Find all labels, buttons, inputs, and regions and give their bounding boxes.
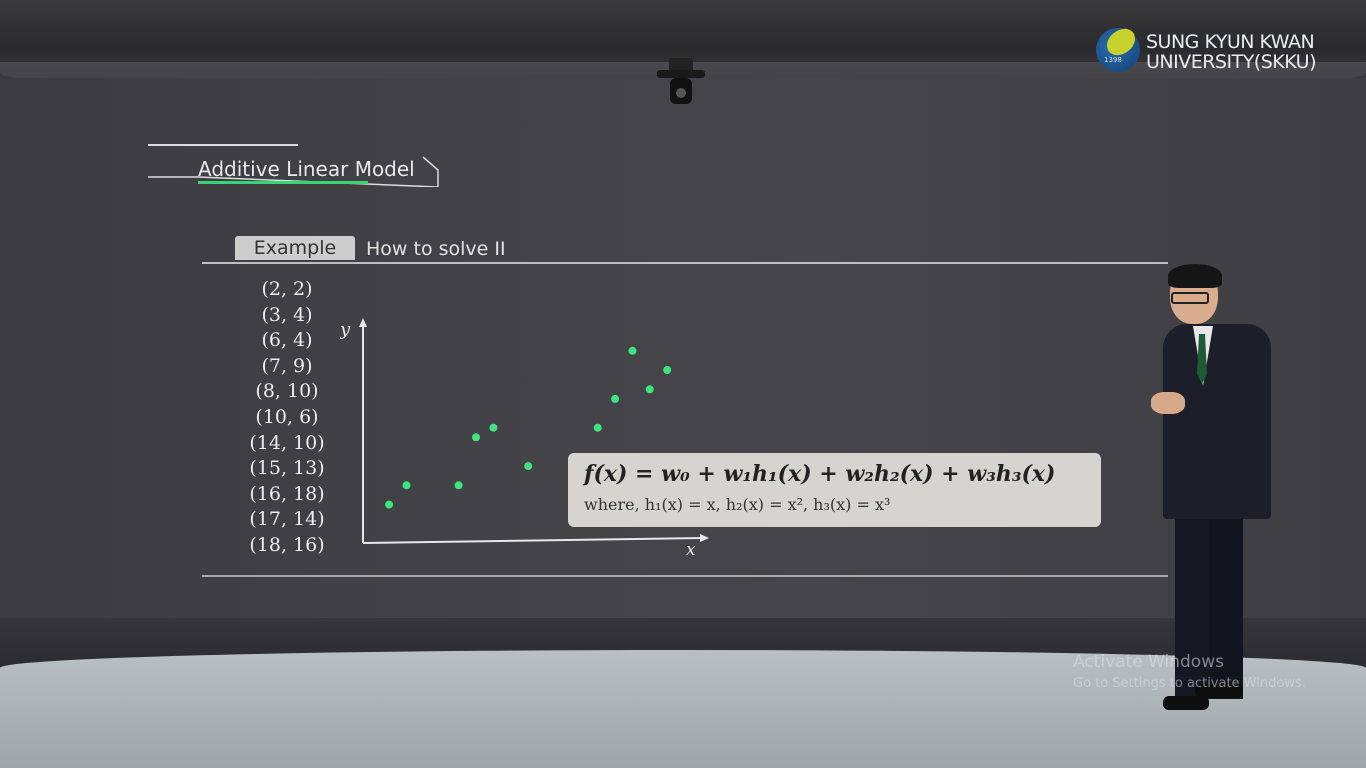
presenter-hair	[1168, 264, 1222, 288]
point-label: (6, 4)	[261, 329, 313, 352]
how-to-solve-heading: How to solve II	[366, 238, 506, 260]
y-axis-label: y	[340, 319, 351, 340]
x-axis-arrow	[700, 534, 709, 542]
formula-definitions: where, h₁(x) = x, h₂(x) = x², h₃(x) = x³	[584, 495, 891, 514]
point-label: (16, 18)	[249, 482, 325, 505]
point-label: (2, 2)	[261, 278, 313, 300]
logo-year: 1398	[1104, 56, 1122, 64]
presenter-glasses	[1171, 292, 1209, 304]
point-label: (7, 9)	[261, 354, 313, 377]
presenter	[1145, 264, 1280, 724]
formula-box: f(x) = w₀ + w₁h₁(x) + w₂h₂(x) + w₃h₃(x) …	[568, 453, 1101, 527]
scatter-point	[489, 423, 498, 432]
camera-arm	[657, 70, 705, 78]
point-label: (10, 6)	[255, 405, 319, 428]
header-divider	[202, 262, 1168, 264]
point-label: (8, 10)	[255, 380, 319, 403]
scatter-point	[454, 481, 463, 490]
presenter-right-shoe	[1195, 684, 1243, 698]
watermark-title: Activate Windows	[1073, 652, 1224, 672]
section-header: Example How to solve II	[202, 236, 1168, 268]
scatter-point	[402, 481, 411, 490]
logo-line-2: UNIVERSITY(SKKU)	[1146, 51, 1317, 73]
formula-main: f(x) = w₀ + w₁h₁(x) + w₂h₂(x) + w₃h₃(x)	[584, 461, 1056, 487]
presenter-jacket	[1163, 324, 1271, 519]
x-axis	[362, 537, 703, 544]
scatter-point	[645, 385, 654, 394]
title-accent-bar	[198, 181, 368, 184]
scatter-point	[593, 423, 602, 432]
camera-eye	[676, 88, 686, 98]
slide-title-box: Additive Linear Model	[148, 143, 454, 187]
presenter-tie	[1197, 334, 1207, 384]
point-label: (14, 10)	[249, 431, 325, 454]
scatter-plot: y x	[340, 318, 709, 560]
x-axis-label: x	[686, 540, 696, 560]
scatter-point	[524, 462, 533, 471]
camera-body	[669, 58, 693, 72]
scatter-point	[611, 394, 620, 403]
studio-floor	[0, 650, 1366, 768]
scatter-point	[663, 366, 672, 374]
scatter-point	[628, 346, 637, 355]
bottom-divider	[202, 575, 1168, 577]
studio-wall	[0, 78, 1366, 653]
point-label: (17, 14)	[249, 508, 325, 531]
logo-line-1: SUNG KYUN KWAN	[1146, 31, 1315, 53]
presenter-left-leg	[1175, 514, 1211, 699]
y-axis-arrow	[359, 318, 367, 327]
scatter-point	[472, 433, 480, 442]
activation-watermark: Activate Windows Go to Settings to activ…	[1073, 652, 1306, 691]
presenter-right-leg	[1209, 514, 1243, 699]
watermark-subtitle: Go to Settings to activate Windows.	[1073, 676, 1306, 691]
presenter-left-shoe	[1163, 696, 1209, 710]
presenter-hands	[1151, 392, 1185, 414]
example-tab: Example	[235, 236, 355, 260]
data-points-list: (2, 2) (3, 4) (6, 4) (7, 9) (8, 10) (10, 6) (1…	[232, 278, 342, 560]
university-logo: 1398 SUNG KYUN KWAN UNIVERSITY(SKKU)	[1096, 25, 1336, 82]
scatter-points	[385, 346, 672, 509]
point-label: (3, 4)	[261, 303, 313, 326]
point-label: (15, 13)	[249, 457, 325, 480]
point-label: (18, 16)	[249, 533, 325, 556]
logo-text: SUNG KYUN KWAN UNIVERSITY(SKKU)	[1146, 31, 1317, 73]
slide-title: Additive Linear Model	[198, 157, 415, 181]
scatter-point	[385, 500, 394, 509]
ceiling-camera	[657, 58, 705, 108]
